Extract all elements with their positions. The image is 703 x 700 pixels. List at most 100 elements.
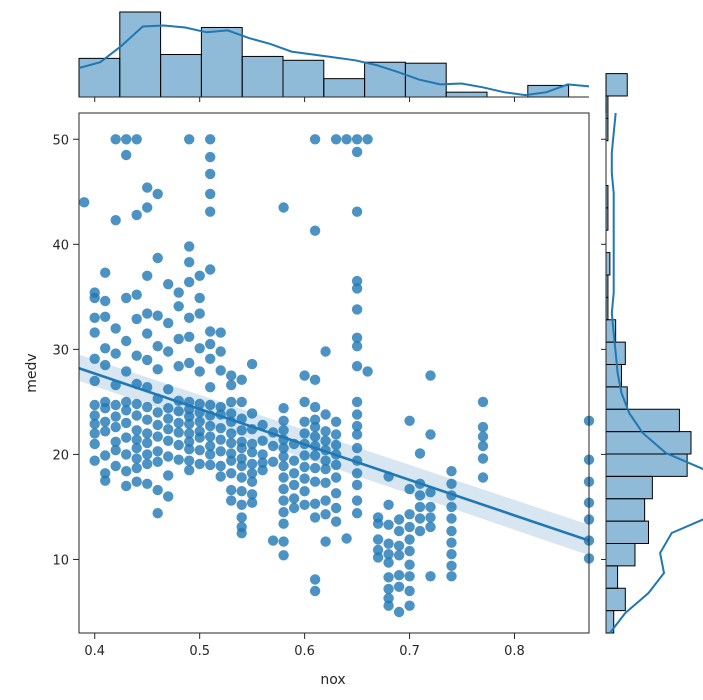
- scatter-point: [257, 457, 268, 468]
- x-tick-label: 0.4: [84, 644, 105, 659]
- scatter-point: [393, 606, 405, 618]
- scatter-point: [131, 209, 142, 221]
- scatter-point: [393, 581, 405, 592]
- scatter-point: [163, 451, 174, 462]
- scatter-point: [257, 435, 268, 446]
- scatter-point: [246, 476, 258, 487]
- scatter-point: [163, 346, 174, 357]
- scatter-point: [320, 435, 331, 446]
- scatter-point: [309, 414, 321, 425]
- scatter-point: [351, 361, 363, 372]
- scatter-point: [351, 304, 363, 315]
- scatter-point: [215, 401, 226, 413]
- scatter-point: [309, 431, 321, 442]
- scatter-point: [184, 455, 195, 466]
- y-histogram-bar: [605, 498, 646, 522]
- scatter-point: [351, 442, 363, 454]
- scatter-point: [383, 549, 394, 560]
- scatter-point: [131, 442, 142, 454]
- scatter-point: [152, 456, 163, 467]
- y-axis-label: medv: [24, 353, 40, 392]
- scatter-point: [330, 472, 342, 483]
- scatter-point: [278, 550, 289, 561]
- scatter-point: [299, 461, 310, 473]
- scatter-point: [142, 437, 153, 449]
- y-histogram-bar: [605, 520, 649, 544]
- scatter-point: [299, 428, 310, 439]
- scatter-point: [309, 134, 321, 145]
- x-tick-label: 0.7: [399, 644, 420, 659]
- scatter-point: [236, 472, 247, 483]
- scatter-point: [246, 408, 258, 419]
- scatter-point: [351, 468, 363, 479]
- scatter-point: [278, 442, 289, 454]
- scatter-point: [477, 440, 489, 452]
- x-histogram-bar: [241, 55, 284, 98]
- scatter-point: [152, 419, 163, 431]
- scatter-point: [278, 451, 289, 462]
- scatter-point: [121, 335, 132, 347]
- x-tick-label: 0.6: [294, 644, 315, 659]
- plot-frame: [78, 112, 590, 634]
- scatter-point: [257, 465, 268, 476]
- scatter-point: [288, 479, 300, 491]
- scatter-point: [163, 384, 174, 395]
- scatter-point: [351, 508, 363, 519]
- scatter-point: [309, 585, 321, 597]
- scatter-point: [163, 403, 174, 414]
- scatter-point: [194, 416, 205, 427]
- scatter-point: [215, 327, 226, 338]
- scatter-point: [341, 134, 352, 145]
- y-histogram-bar: [605, 542, 636, 567]
- x-histogram-bar: [160, 54, 202, 98]
- scatter-point: [383, 538, 394, 549]
- scatter-point: [131, 462, 142, 474]
- scatter-point: [414, 501, 426, 513]
- scatter-point: [163, 435, 174, 446]
- scatter-point: [383, 519, 394, 530]
- scatter-point: [226, 455, 237, 466]
- scatter-point: [226, 484, 237, 496]
- x-histogram-bar: [200, 26, 243, 98]
- y-histogram-bar: [605, 475, 653, 500]
- scatter-point: [173, 287, 184, 298]
- scatter-point: [246, 489, 258, 500]
- scatter-point: [163, 470, 174, 481]
- scatter-point: [100, 311, 111, 322]
- scatter-point: [100, 468, 111, 479]
- scatter-point: [477, 472, 489, 483]
- scatter-point: [288, 468, 300, 479]
- x-histogram-bar: [404, 62, 447, 98]
- scatter-point: [131, 398, 142, 410]
- scatter-point: [362, 366, 373, 377]
- scatter-point: [205, 188, 216, 200]
- scatter-point: [89, 418, 100, 430]
- scatter-point: [131, 425, 142, 436]
- scatter-point: [351, 206, 363, 217]
- scatter-point: [414, 490, 426, 501]
- scatter-point: [404, 415, 415, 426]
- scatter-point: [184, 241, 195, 252]
- scatter-point: [362, 134, 373, 145]
- scatter-point: [173, 417, 184, 429]
- scatter-point: [299, 416, 310, 427]
- scatter-point: [142, 354, 153, 366]
- scatter-point: [446, 501, 457, 513]
- scatter-point: [351, 341, 363, 352]
- scatter-point: [236, 396, 247, 408]
- scatter-point: [404, 585, 415, 597]
- scatter-point: [173, 406, 184, 417]
- scatter-point: [236, 528, 247, 539]
- scatter-point: [110, 411, 121, 422]
- scatter-point: [131, 313, 142, 325]
- scatter-point: [299, 396, 310, 408]
- scatter-point: [446, 513, 457, 524]
- scatter-point: [477, 453, 489, 464]
- scatter-point: [215, 446, 226, 457]
- scatter-point: [100, 267, 111, 278]
- scatter-point: [351, 134, 363, 145]
- scatter-point: [110, 348, 121, 359]
- scatter-point: [163, 413, 174, 424]
- scatter-point: [226, 408, 237, 419]
- y-tick-label: 30: [52, 343, 69, 358]
